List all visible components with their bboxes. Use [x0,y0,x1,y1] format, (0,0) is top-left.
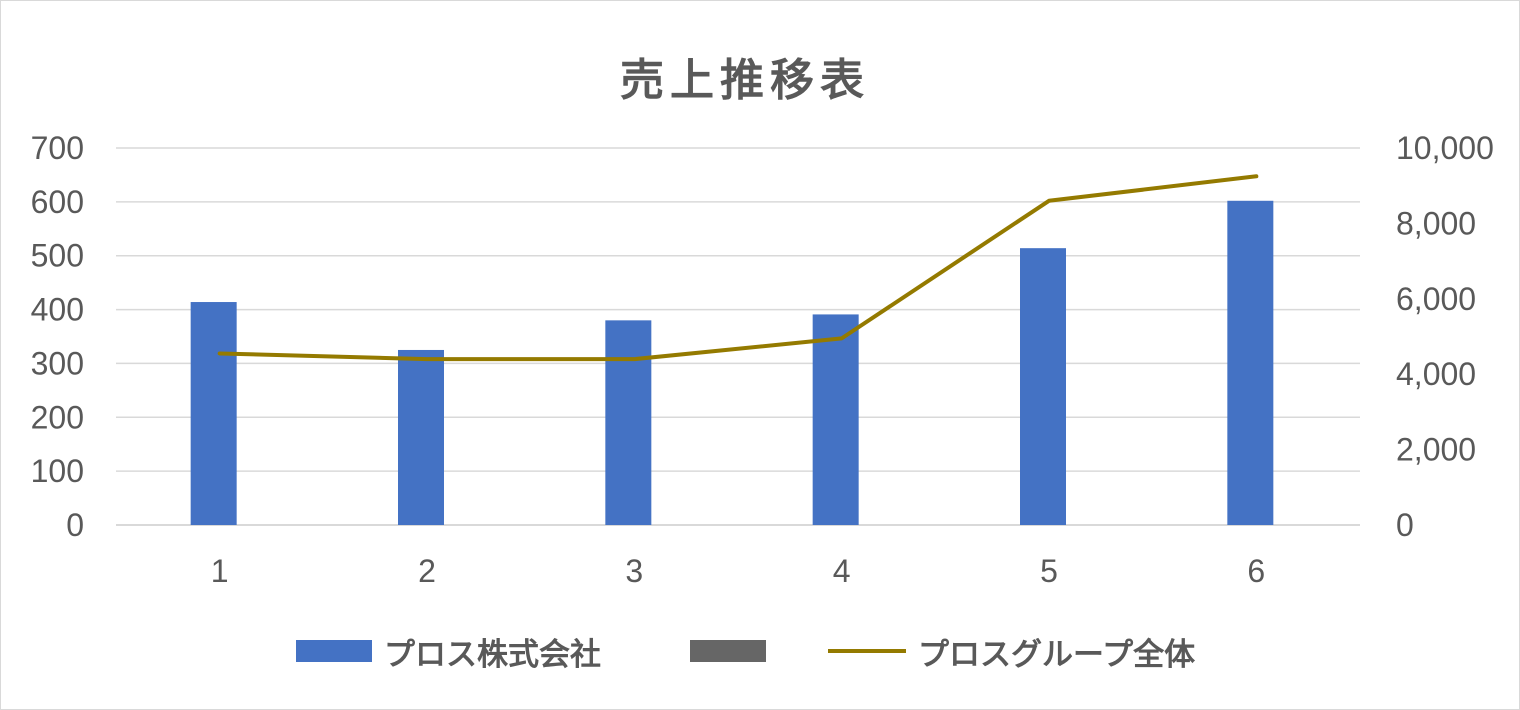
bar [1020,248,1066,525]
bar [1227,200,1274,525]
y-tick-label: 400 [31,292,84,328]
y-tick-label: 0 [66,507,84,543]
legend-label-company: プロス株式会社 [384,636,601,673]
x-tick-label: 6 [1247,553,1265,589]
bar [190,302,237,525]
bar [398,349,444,525]
y-tick-label: 600 [31,184,84,220]
gridlines [116,147,1360,526]
legend-item-company: プロス株式会社 [296,624,601,678]
legend-swatch-company [296,640,372,662]
series-line [217,174,1259,362]
bar [605,320,652,525]
legend: プロス株式会社 プロスグループ全体 [0,624,1520,678]
legend-label-group: プロスグループ全体 [918,636,1196,673]
y-tick-label: 300 [31,345,84,381]
y2-tick-label: 8,000 [1396,205,1476,241]
bar-series [190,200,1274,525]
x-tick-label: 2 [418,553,436,589]
y-tick-label: 500 [31,238,84,274]
y-axis-left-ticks: 0 100 200 300 400 500 600 700 [31,130,84,543]
x-tick-label: 1 [211,553,229,589]
y2-tick-label: 6,000 [1396,281,1476,317]
x-tick-label: 4 [833,553,851,589]
y-tick-label: 700 [31,130,84,166]
x-tick-label: 3 [625,553,643,589]
y2-tick-label: 0 [1396,507,1414,543]
legend-item-unnamed [690,624,778,678]
y2-tick-label: 2,000 [1396,432,1476,468]
legend-item-group: プロスグループ全体 [828,624,1195,678]
chart-title: 売上推移表 [620,55,870,106]
bar [812,314,859,525]
y2-tick-label: 10,000 [1396,130,1494,166]
y2-tick-label: 4,000 [1396,356,1476,392]
legend-swatch-unnamed [690,640,766,662]
y-axis-right-ticks: 0 2,000 4,000 6,000 8,000 10,000 [1396,130,1494,543]
line-series [217,174,1259,362]
x-tick-label: 5 [1040,553,1058,589]
legend-swatch-group [828,649,906,653]
x-axis-ticks: 1 2 3 4 5 6 [211,553,1265,589]
y-tick-label: 100 [31,453,84,489]
y-tick-label: 200 [31,399,84,435]
